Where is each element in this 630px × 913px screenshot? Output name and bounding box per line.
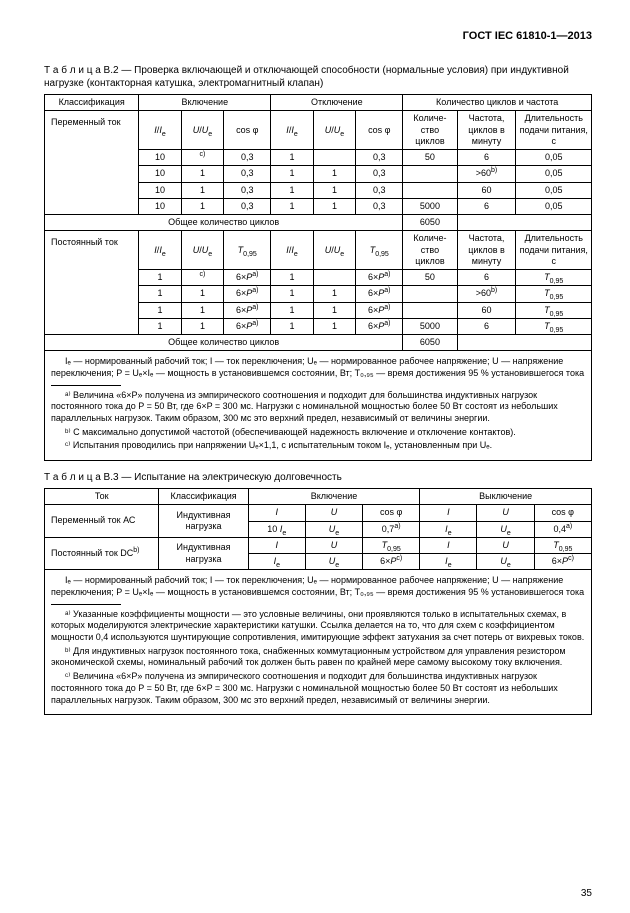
b2-h-on: Включение [139,95,271,111]
b3-note-a: ᵃ⁾ Указанные коэффициенты мощности — это… [51,609,585,644]
b3-dc-load: Индуктивная нагрузка [159,537,248,570]
b2-ac-total: 6050 [403,215,457,231]
b3-ac-load: Индуктивная нагрузка [159,505,248,538]
b2-cell: Длитель­ность подачи питания, с [516,111,592,150]
b2-cell: I/Ie [271,111,313,150]
b3-h-off: Выключение [420,489,592,505]
b2-cell: U/Ue [313,111,355,150]
b3-note-b: ᵇ⁾ Для индуктивных нагрузок постоянного … [51,646,585,669]
b3-dc-label: Постоянный ток DCb) [45,537,159,570]
b3-note-c: ᶜ⁾ Величина «6×P» получена из эмпирическ… [51,671,585,706]
b2-note-b: ᵇ⁾ С максимально допустимой частотой (об… [51,427,585,439]
caption-text: — Проверка включающей и отключающей спос… [44,65,569,89]
b2-note-defs: Iₑ — нормированный рабочий ток; I — ток … [51,356,585,379]
b2-cell: I/Ie [139,111,181,150]
table-b3: Ток Классификация Включение Выключение П… [44,488,592,570]
b2-h-cycles: Количество циклов и частота [403,95,592,111]
b2-ac-total-label: Общее количество циклов [45,215,403,231]
caption-text: — Испытание на электрическую долговечнос… [119,472,342,483]
page-number: 35 [581,888,592,899]
table-b2: Классификация Включение Отключение Колич… [44,94,592,351]
b2-cell: Коли­че­ство циклов [403,111,457,150]
b3-note-defs: Iₑ — нормированный рабочий ток; I — ток … [51,575,585,598]
table-b2-notes: Iₑ — нормированный рабочий ток; I — ток … [44,350,592,461]
b3-h-class: Классификация [159,489,248,505]
b3-h-cur: Ток [45,489,159,505]
b2-dc-total-label: Общее количество циклов [45,335,403,351]
b2-cell: cos φ [356,111,403,150]
b3-ac-label: Переменный ток АС [45,505,159,538]
b2-note-a: ᵃ⁾ Величина «6×P» получена из эмпирическ… [51,390,585,425]
caption-label: Т а б л и ц а В.2 [44,65,119,76]
b2-h-off: Отключение [271,95,403,111]
b2-cell: U/Ue [181,111,223,150]
doc-header: ГОСТ IEC 61810-1—2013 [44,30,592,42]
b2-dc-label: Постоянный ток [45,231,139,335]
caption-label: Т а б л и ц а В.3 [44,472,119,483]
table-b3-caption: Т а б л и ц а В.3 — Испытание на электри… [44,471,592,484]
b2-cell: cos φ [224,111,271,150]
table-b2-caption: Т а б л и ц а В.2 — Проверка включающей … [44,64,592,90]
table-b3-notes: Iₑ — нормированный рабочий ток; I — ток … [44,569,592,715]
b2-cell: Частота, циклов в минуту [457,111,516,150]
b2-h-class: Классификация [45,95,139,111]
b3-h-on: Включение [248,489,420,505]
b2-note-c: ᶜ⁾ Испытания проводились при напряжении … [51,440,585,452]
b2-ac-label: Переменный ток [45,111,139,215]
b2-dc-total: 6050 [403,335,457,351]
